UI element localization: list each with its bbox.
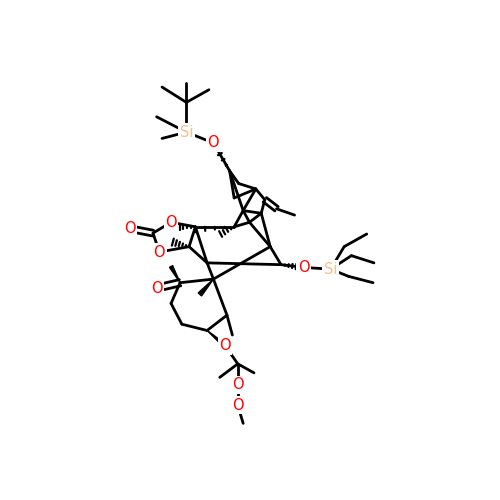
- Text: O: O: [220, 338, 231, 353]
- Text: O: O: [208, 136, 219, 150]
- Text: O: O: [232, 377, 243, 392]
- Text: O: O: [151, 280, 162, 295]
- Polygon shape: [207, 330, 227, 347]
- Text: O: O: [124, 221, 136, 236]
- Text: O: O: [232, 398, 243, 413]
- Polygon shape: [198, 279, 214, 296]
- Polygon shape: [170, 266, 180, 282]
- Text: O: O: [154, 244, 165, 260]
- Text: O: O: [298, 260, 310, 275]
- Text: Si: Si: [180, 124, 193, 140]
- Text: O: O: [165, 215, 177, 230]
- Text: Si: Si: [324, 262, 338, 276]
